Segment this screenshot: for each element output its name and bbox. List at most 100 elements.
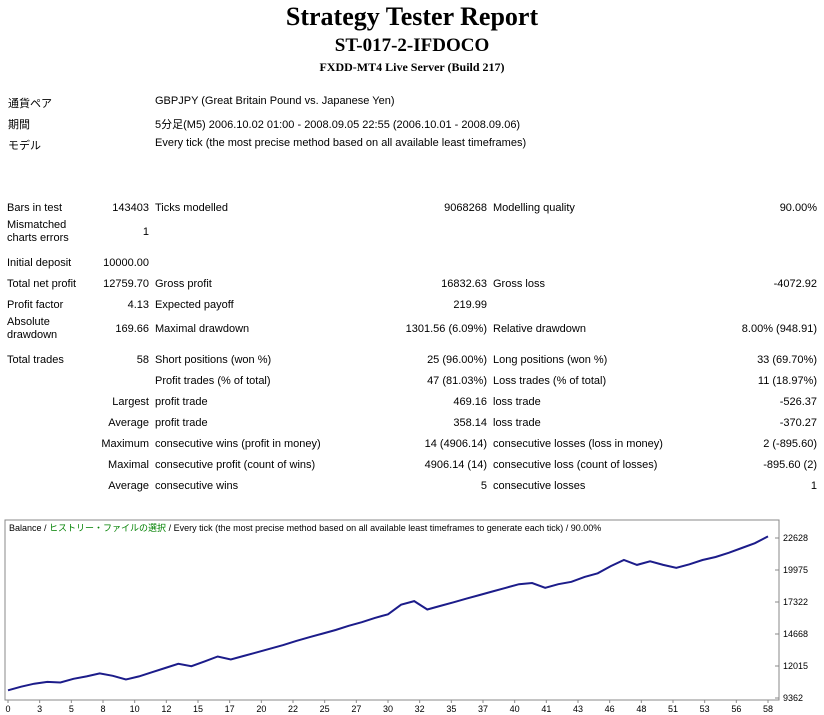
- spacer: [4, 342, 820, 350]
- stats-row: Average consecutive wins 5 consecutive loss…: [4, 476, 820, 497]
- stat-value: 219.99: [453, 299, 487, 311]
- stat-label: [490, 219, 700, 245]
- stat-label: Initial deposit: [7, 257, 72, 269]
- x-tick-label: 15: [193, 704, 203, 714]
- info-block: 通貨ペア GBPJPY (Great Britain Pound vs. Japa…: [6, 95, 816, 158]
- report-title: Strategy Tester Report: [285, 2, 539, 31]
- y-tick-label: 9362: [783, 693, 803, 703]
- stat-label: consecutive wins: [155, 480, 239, 492]
- stat-label: [152, 253, 372, 274]
- spacer-row: [4, 245, 820, 253]
- stat-value: 4.13: [127, 299, 149, 311]
- stat-label: Long positions (won %): [493, 354, 608, 366]
- balance-chart: Balance / ヒストリー・ファイルの選択 / Every tick (th…: [4, 519, 808, 714]
- x-tick-label: 17: [225, 704, 235, 714]
- stats-row: Average profit trade 358.14 loss trade -370.…: [4, 413, 820, 434]
- x-tick-label: 5: [69, 704, 74, 714]
- stat-value: Largest: [112, 396, 149, 408]
- info-label: 期間: [8, 119, 30, 131]
- stats-row: Mismatched charts errors 1: [4, 219, 820, 245]
- stats-row: Profit factor 4.13 Expected payoff 219.99: [4, 295, 820, 316]
- stats-row: Initial deposit 10000.00: [4, 253, 820, 274]
- y-tick-label: 19975: [783, 565, 808, 575]
- stat-value: [700, 219, 820, 245]
- x-tick-label: 41: [541, 704, 551, 714]
- info-label: モデル: [8, 140, 41, 152]
- stat-label: Mismatched charts errors: [7, 219, 69, 244]
- stat-label: loss trade: [493, 417, 541, 429]
- legend-entry: Every tick (the most precise method base…: [174, 523, 564, 533]
- stat-label: Total net profit: [7, 278, 77, 290]
- x-tick-label: 10: [130, 704, 140, 714]
- stat-label: consecutive wins (profit in money): [155, 438, 321, 450]
- stat-value: 1301.56 (6.09%): [405, 322, 487, 335]
- y-tick-label: 22628: [783, 533, 808, 543]
- stat-label: consecutive loss (count of losses): [493, 459, 658, 471]
- stat-label: Gross profit: [155, 278, 212, 290]
- legend-separator: /: [166, 523, 174, 533]
- x-tick-label: 32: [415, 704, 425, 714]
- stat-value: Average: [108, 417, 149, 429]
- stat-label: profit trade: [155, 396, 208, 408]
- stat-value: 8.00% (948.91): [741, 322, 817, 335]
- stat-label: loss trade: [493, 396, 541, 408]
- stat-value: -526.37: [779, 396, 817, 408]
- stats-row: Total net profit 12759.70 Gross profit 1683…: [4, 274, 820, 295]
- x-tick-label: 51: [668, 704, 678, 714]
- info-label: 通貨ペア: [8, 98, 52, 110]
- stat-value: 2 (-895.60): [763, 438, 817, 450]
- balance-line: [7, 535, 769, 692]
- stat-label: [4, 434, 98, 455]
- y-tick-label: 17322: [783, 597, 808, 607]
- info-value: GBPJPY (Great Britain Pound vs. Japanese…: [155, 95, 395, 107]
- stat-label: [4, 371, 98, 392]
- stat-label: Absolute drawdown: [7, 316, 58, 341]
- stat-label: Expected payoff: [155, 299, 234, 311]
- stat-value: -895.60 (2): [763, 459, 817, 471]
- report-subtitle: ST-017-2-IFDOCO: [334, 35, 490, 56]
- stat-value: Average: [108, 480, 149, 492]
- y-tick-label: 12015: [783, 661, 808, 671]
- stat-label: profit trade: [155, 417, 208, 429]
- y-tick-label: 14668: [783, 629, 808, 639]
- stat-value: -4072.92: [773, 278, 817, 290]
- stats-row: Maximal consecutive profit (count of wins…: [4, 455, 820, 476]
- legend-separator: /: [42, 523, 50, 533]
- stat-label: [490, 295, 700, 316]
- stat-label: Relative drawdown: [493, 322, 586, 335]
- stat-value: Maximal: [108, 459, 149, 471]
- stat-value: 14 (4906.14): [424, 438, 487, 450]
- stat-value: [700, 295, 820, 316]
- stat-label: Profit factor: [7, 299, 64, 311]
- stat-value: 143403: [112, 202, 149, 214]
- x-tick-label: 56: [731, 704, 741, 714]
- stat-value: [98, 371, 152, 392]
- x-tick-label: 40: [510, 704, 520, 714]
- stat-value: 33 (69.70%): [757, 354, 817, 366]
- stat-label: Total trades: [7, 354, 64, 366]
- stat-label: consecutive losses: [493, 480, 586, 492]
- stat-label: [4, 455, 98, 476]
- info-row: 通貨ペア GBPJPY (Great Britain Pound vs. Japa…: [6, 95, 816, 116]
- stats-row: Bars in test 143403 Ticks modelled 9068268 M…: [4, 198, 820, 219]
- stat-value: 1: [142, 225, 149, 238]
- legend-separator: /: [563, 523, 571, 533]
- stat-label: Profit trades (% of total): [155, 375, 271, 387]
- x-tick-label: 35: [446, 704, 456, 714]
- stat-label: consecutive profit (count of wins): [155, 459, 316, 471]
- stats-table: Bars in test 143403 Ticks modelled 9068268 M…: [4, 198, 820, 497]
- stats-row: Total trades 58 Short positions (won %) 25 …: [4, 350, 820, 371]
- stat-value: 1: [810, 480, 817, 492]
- stats-row: Absolute drawdown 169.66 Maximal drawdown 1…: [4, 316, 820, 342]
- x-tick-label: 37: [478, 704, 488, 714]
- stat-value: 469.16: [453, 396, 487, 408]
- stat-value: 58: [136, 354, 149, 366]
- stat-label: [4, 476, 98, 497]
- x-tick-label: 58: [763, 704, 773, 714]
- info-row: 期間 5分足(M5) 2006.10.02 01:00 - 2008.09.05 …: [6, 116, 816, 137]
- legend: Balance / ヒストリー・ファイルの選択 / Every tick (th…: [9, 522, 601, 533]
- stat-value: 358.14: [453, 417, 487, 429]
- stat-label: Short positions (won %): [155, 354, 272, 366]
- stats-row: Profit trades (% of total) 47 (81.03%) Los…: [4, 371, 820, 392]
- stat-label: Bars in test: [7, 202, 63, 214]
